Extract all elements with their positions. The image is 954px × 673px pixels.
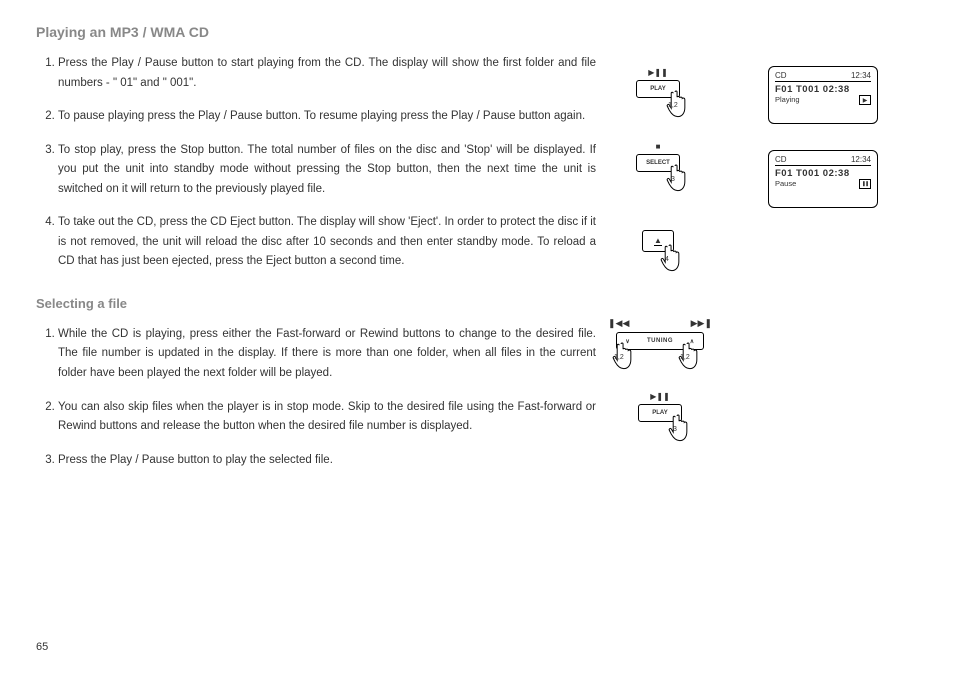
page-number: 65 <box>36 641 48 653</box>
display-mode: CD <box>775 71 787 80</box>
step-3-play-selected: Press the Play / Pause button to play th… <box>58 451 596 471</box>
hand-icon: 4 <box>660 242 686 272</box>
step-1-play: Press the Play / Pause button to start p… <box>58 54 596 93</box>
skip-fwd-icon: ▶▶❚ <box>691 318 712 329</box>
hand-label: 1,2 <box>614 354 624 361</box>
hand-label: 3 <box>673 426 677 433</box>
display-mode: CD <box>775 155 787 164</box>
pause-icon: ❚❚ <box>859 179 871 189</box>
illustrations-column: ▶❚❚ PLAY 1,2 ■ SELECT 3 ▲ 4 <box>616 24 918 484</box>
list-selecting-file: While the CD is playing, press either th… <box>36 325 596 470</box>
display-track: F01 T001 02:38 <box>775 168 871 179</box>
heading-selecting-file: Selecting a file <box>36 296 596 311</box>
step-3-stop: To stop play, press the Stop button. The… <box>58 141 596 200</box>
step-2-skip-stop: You can also skip files when the player … <box>58 398 596 437</box>
hand-label: 1,2 <box>668 102 678 109</box>
display-track: F01 T001 02:38 <box>775 84 871 95</box>
display-pause: CD 12:34 F01 T001 02:38 Pause ❚❚ <box>768 150 878 208</box>
step-2-pause: To pause playing press the Play / Pause … <box>58 107 596 127</box>
display-clock: 12:34 <box>851 155 871 164</box>
hand-icon: 1,2 <box>678 340 704 370</box>
display-clock: 12:34 <box>851 71 871 80</box>
hand-icon: 3 <box>668 412 694 442</box>
play-icon: ▶ <box>859 95 871 105</box>
hand-icon: 1,2 <box>612 340 638 370</box>
hand-icon: 3 <box>666 162 692 192</box>
list-playing-mp3: Press the Play / Pause button to start p… <box>36 54 596 272</box>
tuning-label: TUNING <box>647 338 673 344</box>
play-pause-icon: ▶❚❚ <box>650 392 670 401</box>
hand-icon: 1,2 <box>666 88 692 118</box>
hand-label: 1,2 <box>680 354 690 361</box>
heading-playing-mp3: Playing an MP3 / WMA CD <box>36 24 596 40</box>
step-1-ff-rew: While the CD is playing, press either th… <box>58 325 596 384</box>
display-status: Playing <box>775 95 800 105</box>
stop-icon: ■ <box>656 142 661 151</box>
display-playing: CD 12:34 F01 T001 02:38 Playing ▶ <box>768 66 878 124</box>
step-4-eject: To take out the CD, press the CD Eject b… <box>58 213 596 272</box>
hand-label: 4 <box>665 256 669 263</box>
skip-back-icon: ❚◀◀ <box>608 318 629 329</box>
display-status: Pause <box>775 179 796 189</box>
play-pause-icon: ▶❚❚ <box>648 68 668 77</box>
hand-label: 3 <box>671 176 675 183</box>
